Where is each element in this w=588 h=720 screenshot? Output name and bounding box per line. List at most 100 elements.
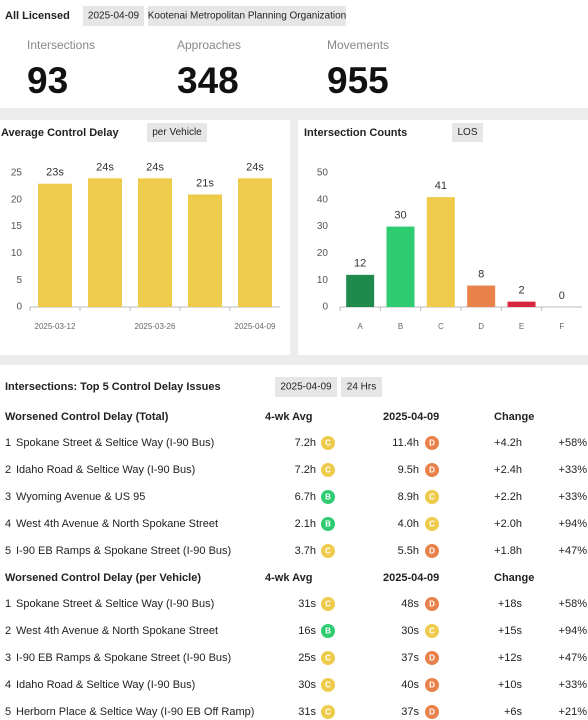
intersection-name: I-90 EB Ramps & Spokane Street (I-90 Bus… [16, 545, 231, 557]
date-tag-text: 2025-04-09 [280, 382, 332, 393]
intersection-name: Spokane Street & Seltice Way (I-90 Bus) [16, 437, 214, 449]
separator [290, 120, 298, 355]
org-tag-text: Kootenai Metropolitan Planning Organizat… [148, 11, 346, 22]
intersection-name: Herborn Place & Seltice Way (I-90 EB Off… [16, 706, 254, 718]
bar [346, 274, 375, 307]
x-tick-label: D [478, 322, 484, 331]
current-delay: 11.4h [392, 437, 419, 449]
los-badge [321, 463, 335, 477]
column-header: 2025-04-09 [383, 411, 439, 423]
bar [38, 183, 72, 307]
los-badge [321, 490, 335, 504]
data-label: 24s [96, 161, 114, 173]
bar [467, 285, 496, 307]
data-label: 8 [478, 268, 484, 280]
rank: 3 [5, 491, 11, 503]
los-badge-text: B [325, 493, 331, 502]
avg-delay: 31s [298, 598, 316, 610]
avg-delay: 6.7h [295, 491, 316, 503]
los-badge-text: D [429, 654, 435, 663]
los-badge-text: C [429, 627, 435, 636]
y-tick-label: 30 [317, 221, 329, 232]
los-badge-text: B [325, 627, 331, 636]
period-tag[interactable] [341, 377, 382, 397]
change: +1.8h [494, 545, 522, 557]
change: +6s [504, 706, 523, 718]
bar [188, 194, 222, 307]
los-badge [425, 597, 439, 611]
rank: 4 [5, 679, 11, 691]
x-tick-label: C [438, 322, 444, 331]
x-tick-label: F [559, 322, 564, 331]
avg-delay: 25s [298, 652, 316, 664]
bar [426, 197, 455, 307]
intersection-name: Spokane Street & Seltice Way (I-90 Bus) [16, 598, 214, 610]
current-delay: 5.5h [398, 545, 419, 557]
chart-title: Average Control Delay [1, 127, 119, 139]
rank: 3 [5, 652, 11, 664]
current-delay: 4.0h [398, 518, 419, 530]
x-tick-label: B [398, 322, 403, 331]
current-delay: 30s [401, 625, 419, 637]
y-tick-label: 10 [11, 248, 23, 259]
current-delay: 37s [401, 706, 419, 718]
change: +10s [498, 679, 523, 691]
los-badge [321, 436, 335, 450]
intersection-name: Idaho Road & Seltice Way (I-90 Bus) [16, 679, 195, 691]
column-header: Change [494, 411, 534, 423]
change-pct: +47% [559, 545, 588, 557]
los-badge-text: D [429, 466, 435, 475]
los-badge-text: C [429, 493, 435, 502]
los-badge-text: C [325, 654, 331, 663]
bar [238, 178, 272, 307]
los-badge-text: D [429, 547, 435, 556]
change-pct: +94% [559, 518, 588, 530]
column-header: 4-wk Avg [265, 411, 312, 423]
los-badge-text: C [429, 520, 435, 529]
los-badge-text: C [325, 466, 331, 475]
intersection-name: West 4th Avenue & North Spokane Street [16, 625, 218, 637]
unit-tag[interactable] [452, 123, 483, 142]
data-label: 12 [354, 258, 366, 270]
intersection-name: Wyoming Avenue & US 95 [16, 491, 145, 503]
data-label: 30 [394, 210, 406, 222]
los-badge-text: D [429, 681, 435, 690]
data-label: 0 [559, 290, 565, 302]
current-delay: 48s [401, 598, 419, 610]
los-badge-text: C [325, 708, 331, 717]
column-header: 2025-04-09 [383, 572, 439, 584]
los-badge [321, 678, 335, 692]
y-tick-label: 0 [16, 302, 22, 313]
rank: 4 [5, 518, 11, 530]
avg-delay: 7.2h [295, 437, 316, 449]
separator [0, 108, 588, 120]
data-label: 2 [518, 285, 524, 297]
avg-delay: 3.7h [295, 545, 316, 557]
los-badge [321, 544, 335, 558]
change: +2.0h [494, 518, 522, 530]
data-label: 23s [46, 167, 64, 179]
los-badge [425, 490, 439, 504]
y-tick-label: 5 [16, 275, 22, 286]
los-badge [425, 678, 439, 692]
intersection-name: I-90 EB Ramps & Spokane Street (I-90 Bus… [16, 652, 231, 664]
date-tag[interactable] [275, 377, 337, 397]
data-label: 24s [146, 161, 164, 173]
los-badge-text: B [325, 520, 331, 529]
los-badge [321, 517, 335, 531]
change-pct: +47% [559, 652, 588, 664]
org-tag[interactable] [148, 6, 346, 26]
los-badge [321, 651, 335, 665]
rank: 2 [5, 625, 11, 637]
change-pct: +94% [559, 625, 588, 637]
kpi-value: 955 [327, 60, 389, 101]
rank: 1 [5, 437, 11, 449]
kpi-label: Intersections [27, 38, 95, 52]
separator [0, 355, 588, 365]
los-badge [321, 624, 335, 638]
date-tag[interactable] [83, 6, 144, 26]
los-badge-text: C [325, 439, 331, 448]
avg-delay: 31s [298, 706, 316, 718]
change-pct: +58% [559, 437, 588, 449]
unit-tag[interactable] [147, 123, 207, 142]
